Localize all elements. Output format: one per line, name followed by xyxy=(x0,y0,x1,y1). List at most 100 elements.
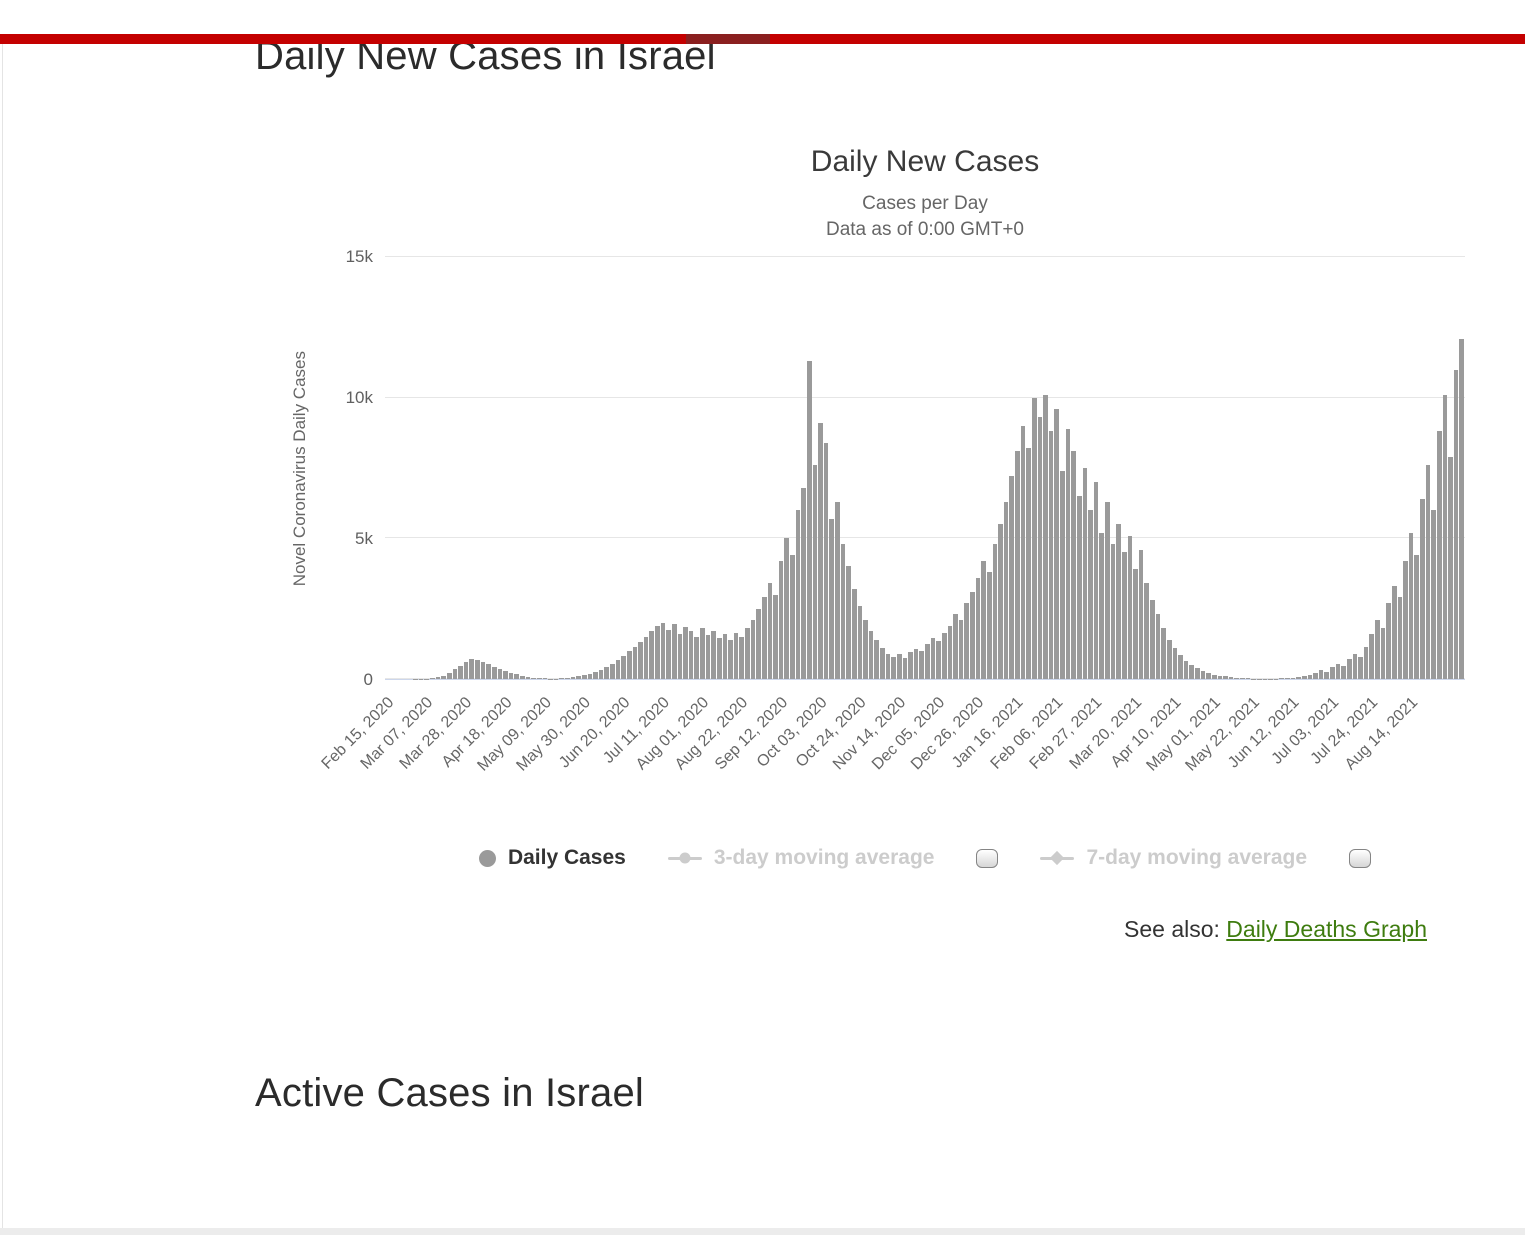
daily-cases-bar[interactable] xyxy=(1392,586,1397,679)
daily-cases-bar[interactable] xyxy=(807,361,812,679)
daily-cases-bar[interactable] xyxy=(464,662,469,679)
daily-cases-bar[interactable] xyxy=(1347,659,1352,679)
daily-cases-bar[interactable] xyxy=(1206,673,1211,679)
daily-cases-bar[interactable] xyxy=(661,623,666,679)
daily-cases-bar[interactable] xyxy=(1038,417,1043,679)
daily-cases-bar[interactable] xyxy=(813,465,818,679)
daily-cases-bar[interactable] xyxy=(694,637,699,679)
daily-cases-bar[interactable] xyxy=(936,641,941,679)
daily-cases-bar[interactable] xyxy=(1088,510,1093,679)
daily-cases-bar[interactable] xyxy=(475,660,480,679)
daily-cases-bar[interactable] xyxy=(1111,544,1116,679)
daily-cases-bar[interactable] xyxy=(1420,499,1425,679)
daily-cases-bar[interactable] xyxy=(953,614,958,679)
3day-average-checkbox[interactable] xyxy=(976,849,998,868)
daily-cases-bar[interactable] xyxy=(751,620,756,679)
daily-cases-bar[interactable] xyxy=(959,620,964,679)
daily-cases-bar[interactable] xyxy=(1414,555,1419,679)
daily-cases-bar[interactable] xyxy=(846,566,851,679)
daily-cases-bar[interactable] xyxy=(818,423,823,679)
daily-cases-bar[interactable] xyxy=(621,656,626,679)
daily-cases-bar[interactable] xyxy=(706,635,711,679)
daily-cases-bar[interactable] xyxy=(1353,654,1358,679)
daily-cases-bar[interactable] xyxy=(1240,678,1245,679)
daily-cases-bar[interactable] xyxy=(1324,672,1329,679)
daily-cases-bar[interactable] xyxy=(1336,664,1341,679)
daily-cases-bar[interactable] xyxy=(1431,510,1436,679)
daily-cases-bar[interactable] xyxy=(1099,533,1104,679)
daily-cases-bar[interactable] xyxy=(998,524,1003,679)
daily-cases-bar[interactable] xyxy=(1319,670,1324,679)
daily-cases-bar[interactable] xyxy=(638,642,643,679)
daily-cases-bar[interactable] xyxy=(790,555,795,679)
daily-cases-bar[interactable] xyxy=(734,633,739,679)
daily-cases-bar[interactable] xyxy=(469,659,474,679)
daily-cases-bar[interactable] xyxy=(1066,429,1071,679)
daily-cases-bar[interactable] xyxy=(678,634,683,679)
daily-cases-bar[interactable] xyxy=(1032,398,1037,679)
daily-cases-bar[interactable] xyxy=(1156,614,1161,679)
daily-cases-bar[interactable] xyxy=(1077,496,1082,679)
7day-average-checkbox[interactable] xyxy=(1349,849,1371,868)
daily-cases-bar[interactable] xyxy=(784,538,789,679)
daily-cases-bar[interactable] xyxy=(441,676,446,679)
daily-cases-bar[interactable] xyxy=(543,678,548,679)
daily-cases-bar[interactable] xyxy=(1234,678,1239,679)
daily-cases-bar[interactable] xyxy=(644,637,649,679)
daily-cases-bar[interactable] xyxy=(700,628,705,679)
daily-cases-bar[interactable] xyxy=(1184,661,1189,679)
daily-deaths-graph-link[interactable]: Daily Deaths Graph xyxy=(1226,916,1427,942)
daily-cases-bar[interactable] xyxy=(1426,465,1431,679)
daily-cases-bar[interactable] xyxy=(689,631,694,679)
daily-cases-bar[interactable] xyxy=(1161,628,1166,679)
daily-cases-bar[interactable] xyxy=(1144,583,1149,679)
daily-cases-bar[interactable] xyxy=(1128,536,1133,679)
daily-cases-bar[interactable] xyxy=(1375,620,1380,679)
daily-cases-bar[interactable] xyxy=(1246,678,1251,679)
daily-cases-bar[interactable] xyxy=(1285,678,1290,679)
daily-cases-bar[interactable] xyxy=(1189,665,1194,679)
daily-cases-bar[interactable] xyxy=(897,654,902,679)
daily-cases-bar[interactable] xyxy=(1004,502,1009,679)
daily-cases-bar[interactable] xyxy=(835,502,840,679)
daily-cases-bar[interactable] xyxy=(576,676,581,679)
daily-cases-bar[interactable] xyxy=(756,609,761,679)
daily-cases-bar[interactable] xyxy=(520,676,525,679)
daily-cases-bar[interactable] xyxy=(739,637,744,679)
daily-cases-bar[interactable] xyxy=(1049,431,1054,679)
daily-cases-bar[interactable] xyxy=(1212,675,1217,680)
daily-cases-bar[interactable] xyxy=(931,638,936,679)
daily-cases-bar[interactable] xyxy=(683,627,688,679)
daily-cases-bar[interactable] xyxy=(1116,524,1121,679)
daily-cases-bar[interactable] xyxy=(1026,448,1031,679)
daily-cases-bar[interactable] xyxy=(1330,667,1335,679)
daily-cases-bar[interactable] xyxy=(1437,431,1442,679)
daily-cases-bar[interactable] xyxy=(1178,655,1183,679)
daily-cases-bar[interactable] xyxy=(486,664,491,679)
daily-cases-bar[interactable] xyxy=(1054,409,1059,679)
daily-cases-bar[interactable] xyxy=(852,589,857,679)
daily-cases-bar[interactable] xyxy=(1443,395,1448,679)
daily-cases-bar[interactable] xyxy=(987,572,992,679)
daily-cases-bar[interactable] xyxy=(919,651,924,679)
daily-cases-bar[interactable] xyxy=(773,595,778,679)
daily-cases-bar[interactable] xyxy=(1043,395,1048,679)
daily-cases-bar[interactable] xyxy=(891,657,896,679)
daily-cases-bar[interactable] xyxy=(1021,426,1026,679)
daily-cases-bar[interactable] xyxy=(593,672,598,679)
daily-cases-bar[interactable] xyxy=(908,652,913,679)
daily-cases-bar[interactable] xyxy=(633,647,638,679)
daily-cases-bar[interactable] xyxy=(498,669,503,679)
daily-cases-bar[interactable] xyxy=(976,578,981,679)
daily-cases-bar[interactable] xyxy=(447,673,452,679)
daily-cases-bar[interactable] xyxy=(801,488,806,679)
daily-cases-bar[interactable] xyxy=(1167,640,1172,679)
daily-cases-bar[interactable] xyxy=(1381,628,1386,679)
daily-cases-bar[interactable] xyxy=(1223,676,1228,679)
daily-cases-bar[interactable] xyxy=(1302,676,1307,679)
daily-cases-bar[interactable] xyxy=(1122,552,1127,679)
daily-cases-bar[interactable] xyxy=(1403,561,1408,679)
daily-cases-bar[interactable] xyxy=(863,620,868,679)
daily-cases-bar[interactable] xyxy=(649,631,654,679)
daily-cases-bar[interactable] xyxy=(531,678,536,679)
